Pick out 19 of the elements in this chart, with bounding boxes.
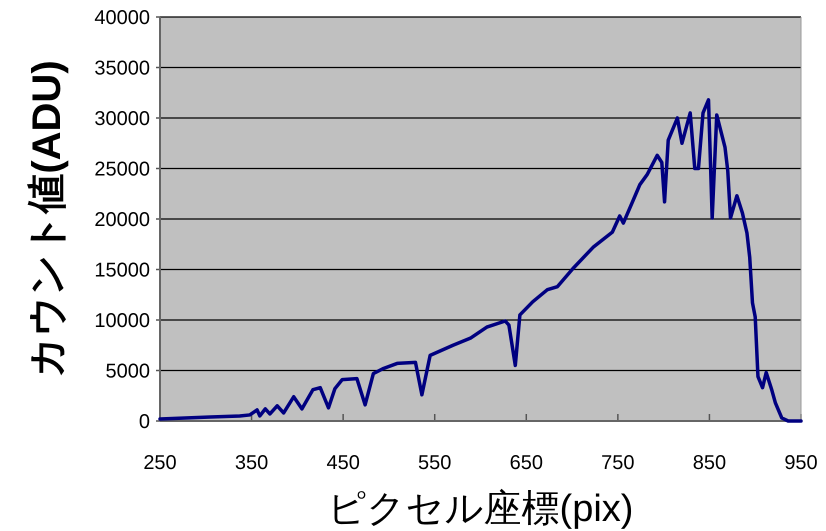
y-tick-label: 15000: [94, 260, 150, 282]
x-tick-label: 350: [234, 452, 268, 474]
y-tick-label: 10000: [94, 310, 150, 332]
x-tick-label: 450: [326, 452, 360, 474]
x-tick-label: 850: [692, 452, 726, 474]
y-tick-label: 0: [138, 411, 150, 433]
x-tick-label: 750: [601, 452, 635, 474]
x-tick-label: 650: [510, 452, 543, 474]
y-tick-label: 40000: [94, 7, 150, 29]
y-tick-label: 35000: [94, 58, 150, 80]
y-tick-label: 20000: [94, 209, 150, 231]
y-tick-label: 25000: [94, 158, 150, 180]
y-tick-label: 5000: [106, 360, 150, 382]
x-tick-label: 950: [784, 452, 818, 474]
y-axis-title: カウント値(ADU): [25, 60, 69, 378]
x-axis-title: ピクセル座標(pix): [328, 488, 634, 530]
x-tick-label: 250: [143, 452, 177, 474]
x-tick-label: 550: [418, 452, 452, 474]
y-tick-label: 30000: [94, 108, 150, 130]
